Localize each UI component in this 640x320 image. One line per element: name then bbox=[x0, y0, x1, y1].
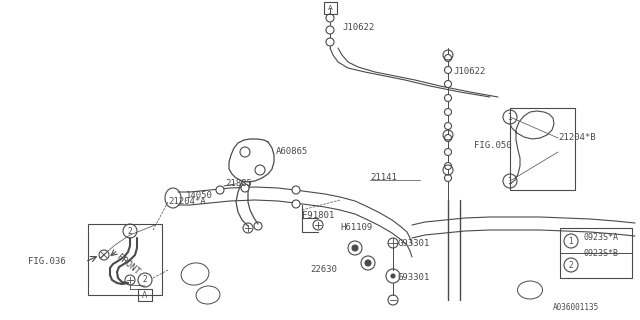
Text: 2: 2 bbox=[143, 276, 147, 284]
Text: H61109: H61109 bbox=[340, 223, 372, 233]
Text: 1: 1 bbox=[508, 177, 513, 186]
Text: 0923S*A: 0923S*A bbox=[583, 233, 618, 242]
Text: 2: 2 bbox=[568, 260, 573, 269]
Text: FRONT: FRONT bbox=[115, 252, 141, 277]
Text: FIG.050: FIG.050 bbox=[474, 141, 511, 150]
Text: G93301: G93301 bbox=[398, 239, 430, 249]
Text: A: A bbox=[328, 5, 332, 11]
Bar bbox=[138, 289, 152, 301]
Text: 0923S*B: 0923S*B bbox=[583, 250, 618, 259]
Text: G93301: G93301 bbox=[398, 274, 430, 283]
Text: 14050: 14050 bbox=[186, 191, 213, 201]
Bar bbox=[510, 108, 575, 190]
Text: 21204*B: 21204*B bbox=[558, 133, 596, 142]
Bar bbox=[323, 2, 337, 14]
Circle shape bbox=[391, 274, 395, 278]
Circle shape bbox=[326, 14, 334, 22]
Text: 2: 2 bbox=[127, 227, 132, 236]
Circle shape bbox=[445, 148, 451, 156]
Circle shape bbox=[292, 200, 300, 208]
Text: 21885: 21885 bbox=[225, 180, 252, 188]
Circle shape bbox=[445, 163, 451, 170]
Circle shape bbox=[445, 94, 451, 101]
Circle shape bbox=[445, 108, 451, 116]
Text: 22630: 22630 bbox=[310, 266, 337, 275]
Bar bbox=[88, 224, 162, 295]
Circle shape bbox=[445, 54, 451, 61]
Text: A60865: A60865 bbox=[276, 148, 308, 156]
Circle shape bbox=[365, 260, 371, 266]
Circle shape bbox=[326, 26, 334, 34]
Circle shape bbox=[216, 186, 224, 194]
Text: J10622: J10622 bbox=[342, 23, 374, 33]
Circle shape bbox=[292, 186, 300, 194]
Circle shape bbox=[241, 184, 249, 192]
Circle shape bbox=[445, 81, 451, 87]
Text: 1: 1 bbox=[568, 236, 573, 245]
Text: 1: 1 bbox=[508, 113, 513, 122]
Circle shape bbox=[445, 134, 451, 141]
Text: 21204*A: 21204*A bbox=[168, 197, 205, 206]
Circle shape bbox=[352, 245, 358, 251]
Text: A: A bbox=[142, 291, 148, 300]
Text: A036001135: A036001135 bbox=[553, 303, 599, 313]
Circle shape bbox=[445, 123, 451, 130]
Text: J10622: J10622 bbox=[453, 68, 485, 76]
Text: FIG.036: FIG.036 bbox=[28, 258, 66, 267]
Circle shape bbox=[445, 174, 451, 181]
Circle shape bbox=[445, 67, 451, 74]
Circle shape bbox=[326, 38, 334, 46]
Text: F91801: F91801 bbox=[302, 211, 334, 220]
Bar bbox=[560, 228, 632, 278]
Text: 21141: 21141 bbox=[370, 173, 397, 182]
